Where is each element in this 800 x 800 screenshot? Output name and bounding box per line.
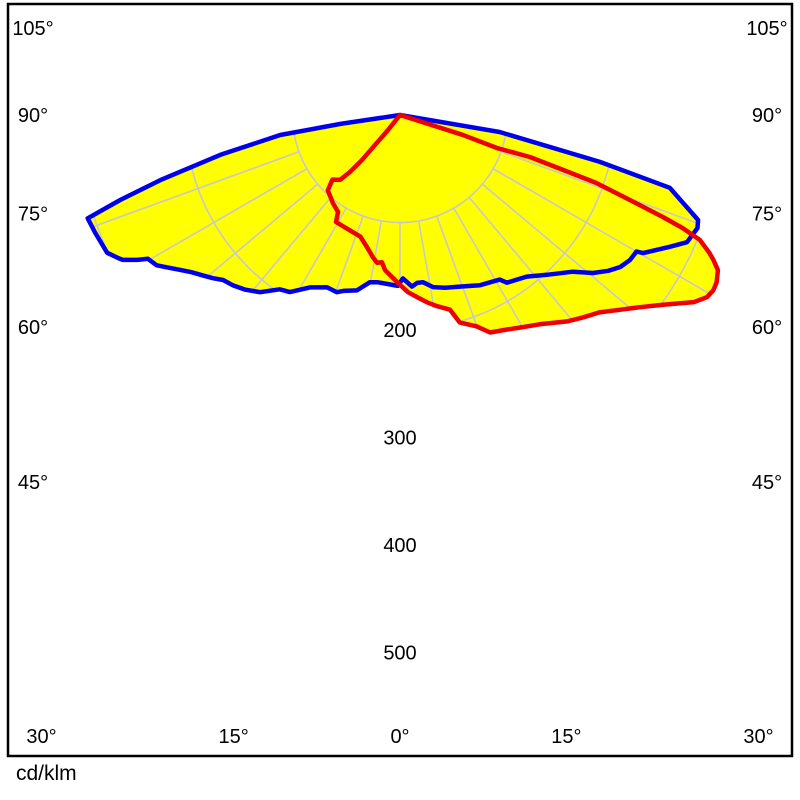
angle-tick	[476, 12, 503, 39]
beam-fill	[87, 115, 718, 333]
plot-border	[6, 2, 794, 758]
angle-label-left: 45°	[18, 472, 48, 494]
angle-label-right: 105°	[746, 18, 787, 40]
angle-label-bottom: 15°	[551, 726, 581, 748]
angle-label-bottom: 15°	[218, 726, 248, 748]
angle-label-bottom: 30°	[26, 726, 56, 748]
radial-label: 400	[383, 535, 416, 557]
angle-label-left: 105°	[12, 18, 53, 40]
radial-label: 300	[383, 428, 416, 450]
grid-labels: 200 300 400 500 105° 90° 75° 60° 45° 105° 90° 75° 60…	[10, 16, 790, 748]
angle-tick	[274, 42, 307, 61]
angle-label-right: 45°	[752, 472, 782, 494]
angle-tick	[493, 42, 526, 61]
angle-label-left: 90°	[18, 105, 48, 127]
radial-label: 500	[383, 643, 416, 665]
angle-label-bottom: 0°	[390, 726, 409, 748]
angle-tick	[297, 12, 324, 39]
unit-label: cd/klm	[16, 762, 77, 785]
angle-label-bottom: 30°	[743, 726, 773, 748]
angle-tick	[428, 0, 438, 11]
angle-label-right: 90°	[752, 105, 782, 127]
angle-label-right: 75°	[752, 203, 782, 225]
angle-label-left: 75°	[18, 203, 48, 225]
radial-label: 200	[383, 320, 416, 342]
angle-label-right: 60°	[752, 317, 782, 339]
angle-tick	[362, 0, 372, 11]
curve-blue	[85, 112, 701, 295]
beam-area	[327, 115, 718, 333]
curve-red	[325, 112, 721, 335]
angle-label-left: 60°	[18, 317, 48, 339]
